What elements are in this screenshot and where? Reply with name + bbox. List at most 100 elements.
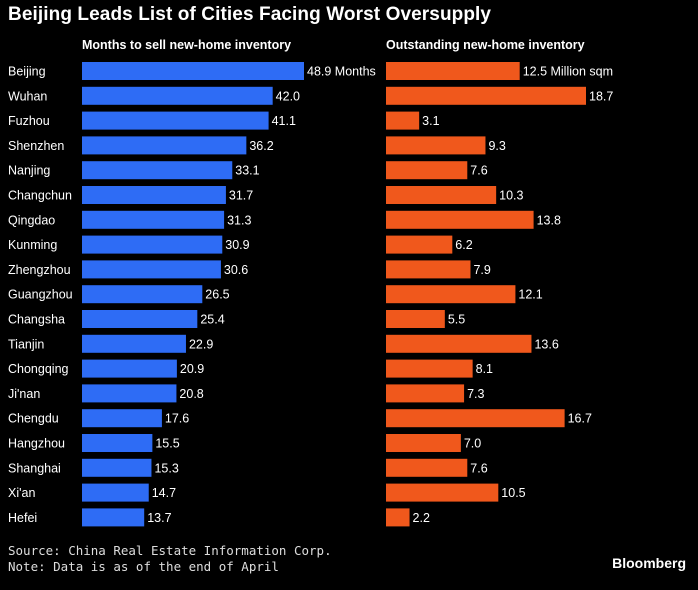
city-label: Hangzhou [8, 437, 65, 451]
inventory-bar [386, 409, 565, 428]
city-label: Changsha [8, 313, 65, 327]
inventory-bar [386, 161, 468, 180]
months-bar [82, 508, 145, 527]
months-bar [82, 260, 221, 279]
months-value-label: 17.6 [165, 412, 189, 426]
city-label: Chongqing [8, 362, 69, 376]
city-label: Hefei [8, 511, 37, 525]
city-label: Shenzhen [8, 139, 64, 153]
inventory-value-label: 6.2 [455, 238, 472, 252]
inventory-bar [386, 86, 586, 105]
months-value-label: 22.9 [189, 337, 213, 351]
chart-title: Beijing Leads List of Cities Facing Wors… [8, 4, 492, 25]
months-bar [82, 285, 203, 304]
inventory-value-label: 3.1 [422, 114, 439, 128]
inventory-value-label: 10.5 [501, 486, 525, 500]
inventory-bar [386, 334, 532, 353]
city-label: Fuzhou [8, 114, 50, 128]
inventory-bar [386, 310, 445, 328]
inventory-value-label: 13.6 [534, 337, 558, 351]
months-bar [82, 62, 304, 80]
months-bar [82, 409, 162, 428]
inventory-bar [386, 136, 486, 155]
city-label: Guangzhou [8, 288, 73, 302]
inventory-value-label: 10.3 [499, 189, 523, 203]
months-value-label: 15.5 [155, 437, 179, 451]
months-value-label: 41.1 [272, 114, 296, 128]
inventory-value-label: 7.6 [470, 164, 487, 178]
city-label: Nanjing [8, 164, 50, 178]
inventory-bar [386, 111, 420, 130]
city-label: Xi'an [8, 486, 35, 500]
bar-chart: Beijing 48.9 Months 12.5 Million sqm Wuhan 4… [8, 62, 613, 527]
months-bar [82, 111, 269, 130]
inventory-bar [386, 508, 410, 527]
months-value-label: 25.4 [200, 313, 224, 327]
inventory-value-label: 2.2 [413, 511, 430, 525]
months-value-label: 30.9 [225, 238, 249, 252]
inventory-value-label: 18.7 [589, 89, 613, 103]
inventory-bar [386, 285, 516, 304]
months-value-label: 20.9 [180, 362, 204, 376]
city-label: Qingdao [8, 213, 55, 227]
source-note: Source: China Real Estate Information Co… [8, 543, 332, 575]
inventory-bar [386, 186, 497, 204]
city-label: Beijing [8, 65, 46, 79]
months-value-label: 15.3 [154, 461, 178, 475]
city-label: Chengdu [8, 412, 59, 426]
source-line: Source: China Real Estate Information Co… [8, 543, 332, 558]
city-label: Kunming [8, 238, 57, 252]
months-value-label: 14.7 [152, 486, 176, 500]
inventory-value-label: 8.1 [476, 362, 493, 376]
months-bar [82, 384, 177, 403]
inventory-bar [386, 434, 461, 452]
inventory-value-label: 7.3 [467, 387, 484, 401]
months-bar [82, 235, 223, 254]
months-bar [82, 186, 226, 204]
months-bar [82, 458, 152, 477]
months-bar [82, 359, 177, 378]
months-value-label: 13.7 [147, 511, 171, 525]
months-value-label: 36.2 [249, 139, 273, 153]
city-label: Tianjin [8, 337, 44, 351]
city-label: Shanghai [8, 461, 61, 475]
months-bar [82, 483, 149, 502]
months-bar [82, 210, 225, 229]
inventory-bar [386, 384, 465, 403]
months-value-label: 48.9 Months [307, 65, 376, 79]
inventory-bar [386, 260, 471, 279]
bloomberg-logo: Bloomberg [612, 555, 686, 571]
inventory-bar [386, 483, 499, 502]
months-value-label: 31.7 [229, 189, 253, 203]
months-bar [82, 161, 233, 180]
months-bar [82, 434, 153, 452]
inventory-value-label: 16.7 [568, 412, 592, 426]
inventory-value-label: 9.3 [488, 139, 505, 153]
inventory-value-label: 5.5 [448, 313, 465, 327]
months-bar [82, 136, 247, 155]
months-bar [82, 310, 198, 328]
months-bar [82, 334, 186, 353]
note-line: Note: Data is as of the end of April [8, 559, 279, 574]
inventory-value-label: 12.1 [518, 288, 542, 302]
inventory-value-label: 13.8 [537, 213, 561, 227]
city-label: Changchun [8, 189, 72, 203]
months-value-label: 33.1 [235, 164, 259, 178]
months-bar [82, 86, 273, 105]
inventory-value-label: 7.9 [473, 263, 490, 277]
months-value-label: 26.5 [205, 288, 229, 302]
inventory-bar [386, 458, 468, 477]
inventory-bar [386, 359, 473, 378]
months-value-label: 42.0 [276, 89, 300, 103]
inventory-value-label: 7.0 [464, 437, 481, 451]
inventory-value-label: 12.5 Million sqm [523, 65, 613, 79]
months-value-label: 30.6 [224, 263, 248, 277]
city-label: Wuhan [8, 89, 47, 103]
inventory-bar [386, 62, 520, 80]
inventory-column-header: Outstanding new-home inventory [386, 38, 585, 52]
months-value-label: 31.3 [227, 213, 251, 227]
inventory-bar [386, 210, 534, 229]
city-label: Zhengzhou [8, 263, 71, 277]
inventory-bar [386, 235, 453, 254]
city-label: Ji'nan [8, 387, 40, 401]
